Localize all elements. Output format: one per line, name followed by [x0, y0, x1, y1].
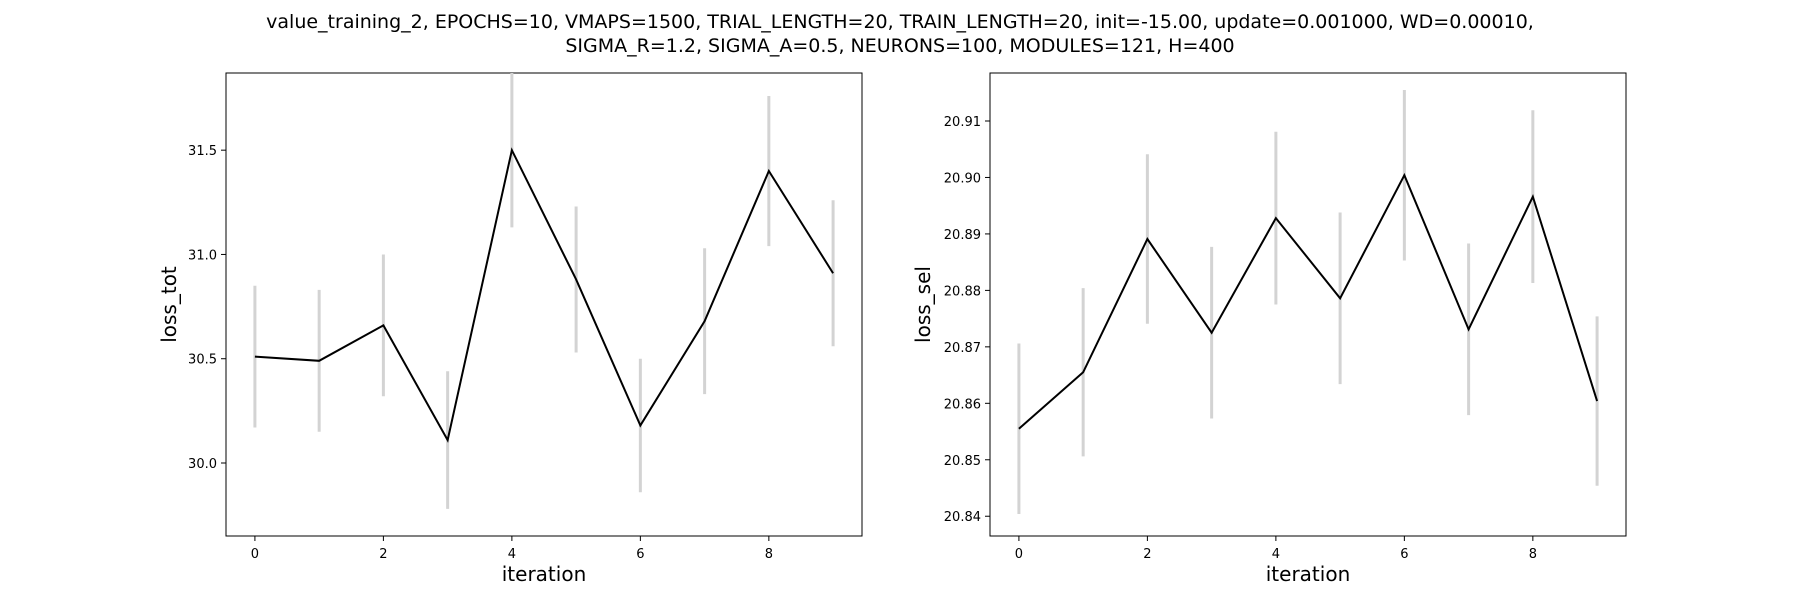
chart-1-y-tick-label: 30.5: [188, 353, 217, 368]
chart-1-y-tick-label: 30.0: [188, 457, 217, 472]
figure-title-line-1: value_training_2, EPOCHS=10, VMAPS=1500,…: [266, 11, 1534, 33]
chart-2: 0 2 4 6 8 20.84 20.85 20.86 20.87 20.88 20.89 20.90…: [911, 72, 1627, 586]
chart-2-x-tick-label: 4: [1272, 547, 1280, 562]
chart-2-x-tick-label: 2: [1143, 547, 1151, 562]
chart-1-x-tick-label: 4: [508, 547, 516, 562]
chart-1-y-tick-label: 31.5: [188, 144, 217, 159]
chart-1-x-tick-label: 8: [765, 547, 773, 562]
chart-1-y-axis-label: loss_tot: [157, 266, 181, 343]
chart-1-x-tick-label: 6: [636, 547, 644, 562]
chart-1-series-line: [254, 147, 834, 443]
chart-2-y-tick-label: 20.90: [944, 171, 981, 186]
chart-2-y-axis-label: loss_sel: [911, 266, 935, 343]
chart-2-y-tick-label: 20.88: [944, 284, 981, 299]
chart-1-x-tick-label: 0: [251, 547, 259, 562]
chart-2-x-axis-label: iteration: [1266, 562, 1351, 586]
chart-1-y-tick-label: 31.0: [188, 248, 217, 263]
chart-2-y-tick-label: 20.85: [944, 454, 981, 469]
chart-2-x-tick-label: 6: [1400, 547, 1408, 562]
figure-title-line-2: SIGMA_R=1.2, SIGMA_A=0.5, NEURONS=100, M…: [565, 35, 1235, 57]
chart-2-x-tick-label: 0: [1015, 547, 1023, 562]
chart-1-x-axis-label: iteration: [502, 562, 587, 586]
chart-1-plot-frame: [225, 72, 863, 537]
chart-2-y-tick-label: 20.84: [944, 510, 981, 525]
chart-1: 0 2 4 6 8 30.0 30.5 31.0 31.5 iteration loss_tot: [157, 72, 863, 586]
chart-2-x-tick-label: 8: [1529, 547, 1537, 562]
chart-2-y-tick-label: 20.87: [944, 341, 981, 356]
chart-1-x-tick-label: 2: [379, 547, 387, 562]
chart-2-series-line: [1018, 172, 1599, 430]
chart-2-y-tick-label: 20.89: [944, 228, 981, 243]
chart-2-y-tick-label: 20.91: [944, 115, 981, 130]
figure-title: value_training_2, EPOCHS=10, VMAPS=1500,…: [0, 10, 1800, 58]
chart-2-plot-frame: [989, 72, 1627, 537]
chart-2-y-tick-label: 20.86: [944, 397, 981, 412]
